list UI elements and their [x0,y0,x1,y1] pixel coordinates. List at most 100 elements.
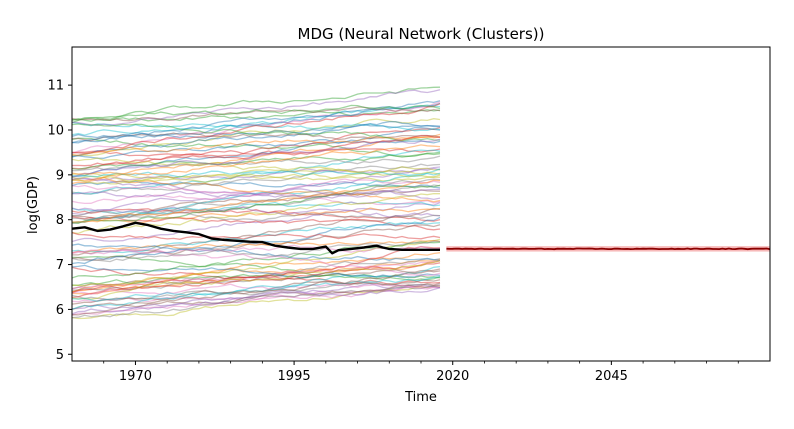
background-series-line [72,132,441,142]
x-tick-label: 1970 [119,369,152,384]
background-series-line [72,137,441,158]
background-series-line [72,104,441,136]
background-series-line [72,126,441,178]
background-series-line [72,149,441,195]
y-tick-label: 5 [56,348,64,363]
background-series-line [72,192,441,235]
background-series-line [72,153,441,171]
y-tick-label: 9 [56,168,64,183]
background-series-line [72,266,441,286]
background-series-line [72,138,441,178]
background-series-line [72,144,441,176]
background-series-line [72,262,441,294]
y-tick-label: 7 [56,258,64,273]
background-series-line [72,179,441,223]
background-series-line [72,269,441,290]
background-series-line [72,287,441,315]
y-axis: 5 6 7 8 9 10 11 [47,79,72,363]
background-series-line [72,260,441,300]
background-series-line [72,216,441,231]
background-series-line [72,166,441,182]
background-series-line [72,285,441,319]
background-series-line [72,104,441,121]
x-tick-label: 2020 [436,369,469,384]
background-series-line [72,281,441,301]
y-tick-label: 8 [56,213,64,228]
background-series-line [72,224,441,261]
background-series-line [72,208,441,222]
background-series-line [72,177,441,201]
background-series-line [72,231,441,240]
background-series-line [72,241,441,279]
background-series-line [72,259,441,290]
background-series-line [72,188,441,198]
forecast-mean-line [446,247,771,251]
background-series-line [72,244,441,255]
background-series-line [72,170,441,178]
background-series-line [72,189,441,219]
background-series-line [72,89,441,127]
forecast-group [446,246,771,252]
background-series-line [72,184,441,224]
background-series-line [72,176,441,203]
background-series-line [72,126,441,170]
x-tick-label: 2045 [595,369,628,384]
background-series-line [72,147,441,157]
background-series-line [72,216,441,265]
background-series-line [72,243,441,262]
background-series-line [72,255,441,279]
x-axis: 1970 1995 2020 2045 [103,361,739,384]
background-series-line [72,121,441,139]
background-series-line [72,239,441,254]
background-series-line [72,118,441,157]
background-series-line [72,100,441,144]
background-series-line [72,163,441,195]
background-series-line [72,178,441,221]
background-series-line [72,246,441,299]
background-series-line [72,207,441,256]
background-series-line [72,101,441,154]
background-series-line [72,258,441,293]
background-series-line [72,184,441,224]
highlight-series-line [71,221,440,255]
background-series-line [72,264,441,279]
background-series-line [72,284,441,316]
background-series-group [72,86,441,320]
background-series-line [72,167,441,182]
background-series-line [72,123,441,158]
background-series-line [72,275,441,302]
background-series-line [72,106,441,122]
background-series-line [72,172,441,185]
background-series-line [72,102,441,144]
background-series-line [72,252,441,293]
background-series-line [72,178,441,205]
background-series-line [72,155,441,172]
background-series-line [72,121,441,132]
background-series-line [72,172,441,182]
background-series-line [72,257,441,291]
background-series-line [72,166,441,215]
x-tick-label: 1995 [278,369,311,384]
background-series-line [72,221,441,254]
background-series-line [72,283,441,310]
background-series-line [72,206,441,218]
background-series-line [72,282,441,311]
background-series-line [72,103,441,154]
background-series-line [72,86,441,124]
y-axis-title: log(GDP) [26,176,41,234]
background-series-line [72,134,441,167]
background-series-line [72,201,441,215]
background-series-line [72,283,441,296]
highlight-series-group [71,221,440,255]
background-series-line [72,285,441,303]
background-series-line [72,260,441,295]
background-series-line [72,168,441,224]
y-tick-label: 10 [47,123,64,138]
background-series-line [72,201,441,243]
background-series-line [72,265,441,311]
background-series-line [72,279,441,305]
y-tick-label: 6 [56,303,64,318]
background-series-line [72,207,441,224]
background-series-line [72,136,441,156]
